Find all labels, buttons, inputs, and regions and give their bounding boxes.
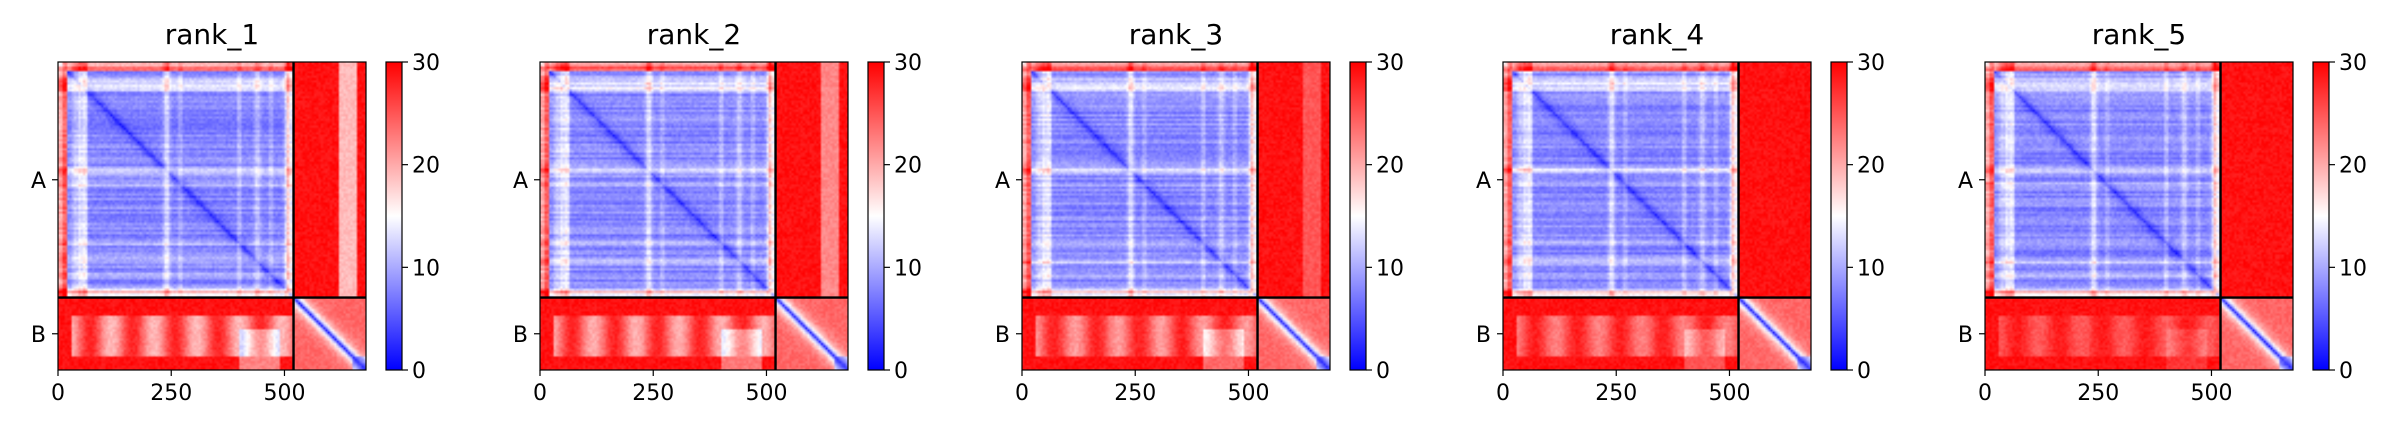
heatmap-image xyxy=(1985,62,2293,370)
chain-label-a: A xyxy=(31,169,46,194)
x-tick-label: 250 xyxy=(2077,381,2119,406)
colorbar-tick-label: 30 xyxy=(412,51,440,76)
colorbar-tick-label: 30 xyxy=(894,51,922,76)
x-tick-label: 500 xyxy=(745,381,787,406)
heatmap-image xyxy=(540,62,848,370)
chart-title: rank_2 xyxy=(647,18,741,51)
x-tick-label: 0 xyxy=(533,381,547,406)
colorbar-tick-label: 10 xyxy=(412,256,440,281)
colorbar-tick-label: 30 xyxy=(1857,51,1885,76)
colorbar-tick-label: 0 xyxy=(412,359,426,384)
colorbar-tick-label: 30 xyxy=(1376,51,1404,76)
colorbar xyxy=(385,61,403,371)
chain-label-b: B xyxy=(995,323,1010,348)
colorbar xyxy=(867,61,885,371)
x-tick-label: 0 xyxy=(1496,381,1510,406)
panel-rank-5: rank_5 0 250 500 A B 0 10 20 30 xyxy=(1958,18,2367,406)
colorbar-tick-label: 0 xyxy=(1376,359,1390,384)
colorbar-tick-label: 30 xyxy=(2339,51,2367,76)
x-tick-label: 250 xyxy=(1595,381,1637,406)
colorbar xyxy=(1349,61,1367,371)
x-tick-label: 250 xyxy=(632,381,674,406)
colorbar-tick-label: 10 xyxy=(1857,256,1885,281)
axes-frame xyxy=(57,61,367,371)
chain-label-b: B xyxy=(31,323,46,348)
axes-frame xyxy=(1021,61,1331,371)
colorbar-tick-label: 10 xyxy=(1376,256,1404,281)
colorbar xyxy=(1830,61,1848,371)
colorbar-tick-label: 0 xyxy=(1857,359,1871,384)
axes-frame xyxy=(539,61,849,371)
x-tick-label: 0 xyxy=(1015,381,1029,406)
chart-title: rank_1 xyxy=(165,18,259,51)
chain-label-a: A xyxy=(995,169,1010,194)
colorbar-tick-label: 20 xyxy=(894,154,922,179)
panel-rank-1: rank_1 0 250 500 A B 0 10 20 30 xyxy=(31,18,440,406)
chart-title: rank_3 xyxy=(1129,18,1223,51)
chain-label-b: B xyxy=(1476,323,1491,348)
x-tick-label: 500 xyxy=(263,381,305,406)
x-tick-label: 0 xyxy=(51,381,65,406)
colorbar-tick-label: 10 xyxy=(2339,256,2367,281)
axes-frame xyxy=(1502,61,1812,371)
axes-frame xyxy=(1984,61,2294,371)
colorbar xyxy=(2312,61,2330,371)
chain-label-b: B xyxy=(1958,323,1973,348)
colorbar-tick-label: 10 xyxy=(894,256,922,281)
colorbar-tick-label: 0 xyxy=(894,359,908,384)
chain-label-a: A xyxy=(513,169,528,194)
heatmap-image xyxy=(1503,62,1811,370)
chain-label-a: A xyxy=(1476,169,1491,194)
x-tick-label: 250 xyxy=(1114,381,1156,406)
chain-label-a: A xyxy=(1958,169,1973,194)
x-tick-label: 0 xyxy=(1978,381,1992,406)
colorbar-tick-label: 20 xyxy=(2339,154,2367,179)
colorbar-tick-label: 0 xyxy=(2339,359,2353,384)
colorbar-tick-label: 20 xyxy=(1376,154,1404,179)
heatmap-image xyxy=(58,62,366,370)
x-tick-label: 500 xyxy=(1227,381,1269,406)
colorbar-tick-label: 20 xyxy=(412,154,440,179)
x-tick-label: 500 xyxy=(2190,381,2232,406)
x-tick-label: 500 xyxy=(1708,381,1750,406)
chart-title: rank_5 xyxy=(2092,18,2186,51)
colorbar-tick-label: 20 xyxy=(1857,154,1885,179)
panel-rank-2: rank_2 0 250 500 A B 0 10 20 30 xyxy=(513,18,922,406)
panel-rank-4: rank_4 0 250 500 A B 0 10 20 30 xyxy=(1476,18,1885,406)
heatmap-image xyxy=(1022,62,1330,370)
panel-rank-3: rank_3 0 250 500 A B 0 10 20 30 xyxy=(995,18,1404,406)
x-tick-label: 250 xyxy=(150,381,192,406)
chain-label-b: B xyxy=(513,323,528,348)
chart-title: rank_4 xyxy=(1610,18,1704,51)
